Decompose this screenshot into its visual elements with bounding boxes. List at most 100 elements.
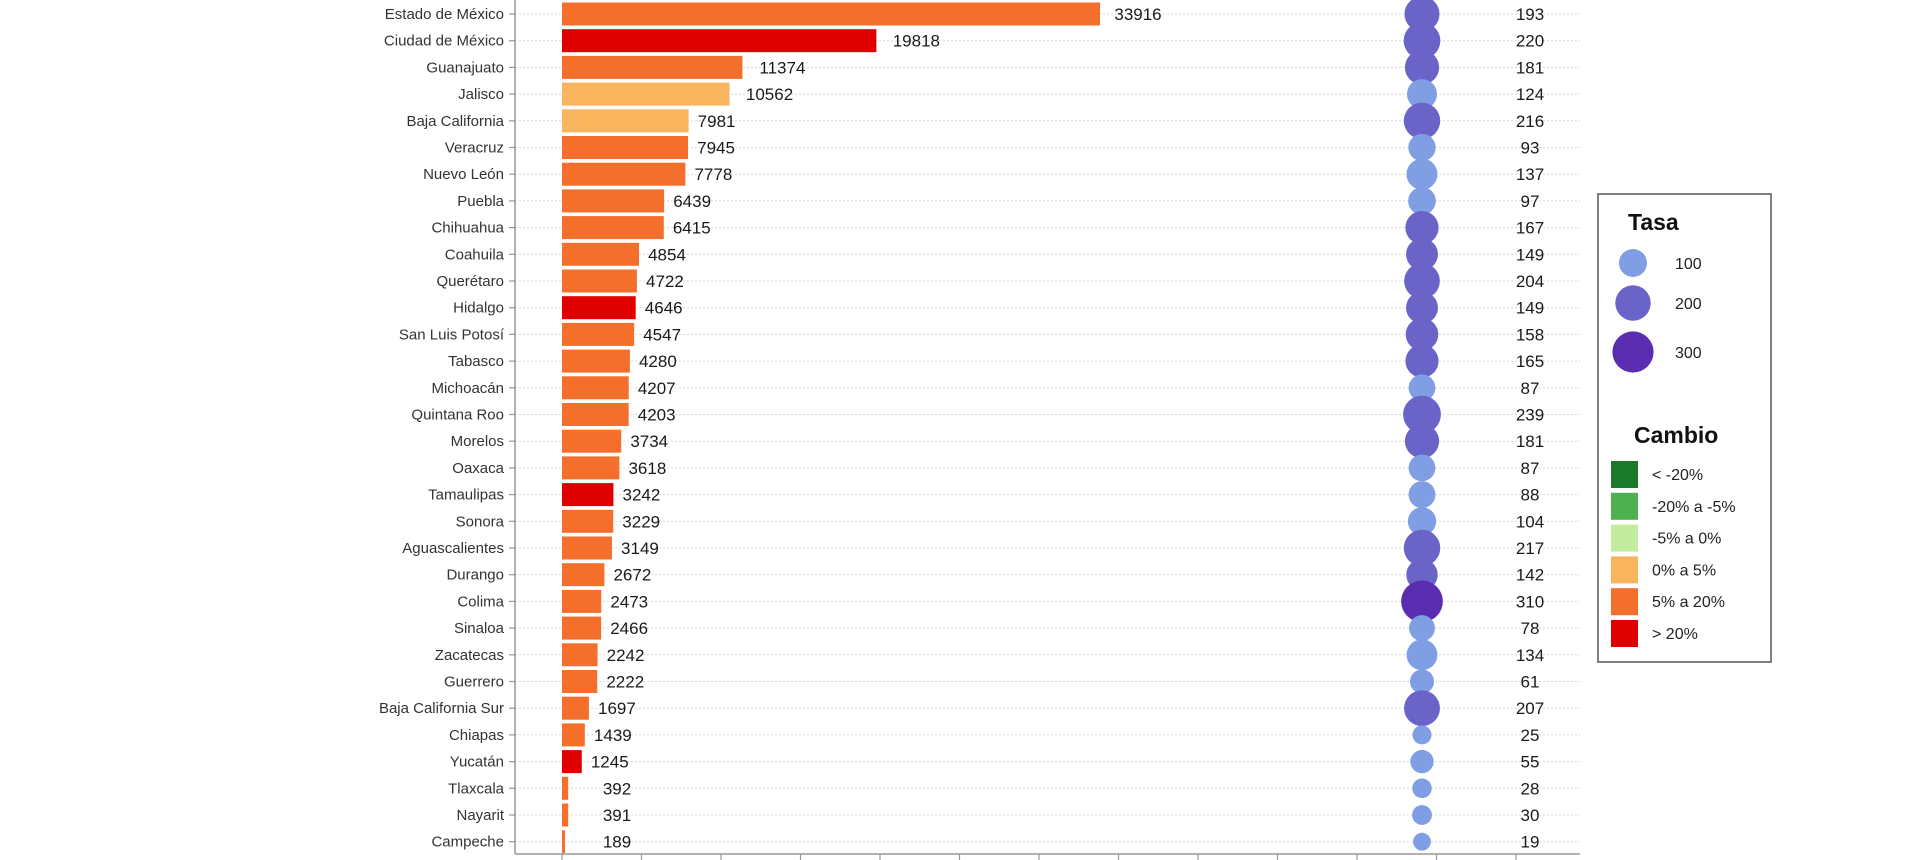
value-label: 2466 xyxy=(610,619,648,638)
tasa-label: 19 xyxy=(1521,833,1540,852)
state-label: Morelos xyxy=(451,433,504,450)
legend-tasa-swatch xyxy=(1612,331,1654,373)
bar xyxy=(562,322,635,346)
state-label: Oaxaca xyxy=(452,460,504,477)
tasa-label: 310 xyxy=(1516,592,1544,611)
state-label: Puebla xyxy=(457,193,504,210)
labels: Estado de México 33916 193 Ciudad de México… xyxy=(379,5,1544,852)
tasa-point xyxy=(1408,187,1436,215)
state-label: Michoacán xyxy=(431,380,504,397)
tasa-point xyxy=(1404,690,1440,727)
value-label: 6415 xyxy=(673,219,711,238)
state-label: Chiapas xyxy=(449,727,504,744)
tasa-label: 104 xyxy=(1516,512,1544,531)
state-label: Campeche xyxy=(431,834,504,851)
tasa-point xyxy=(1403,529,1441,567)
tasa-label: 158 xyxy=(1516,325,1544,344)
legend-cambio-label: -20% a -5% xyxy=(1652,499,1736,516)
value-label: 3149 xyxy=(621,539,659,558)
value-label: 4854 xyxy=(648,245,686,264)
tasa-point xyxy=(1403,102,1441,140)
tasa-point xyxy=(1403,395,1441,434)
bar xyxy=(562,643,598,667)
state-label: Guerrero xyxy=(444,674,504,691)
legend-cambio-label: -5% a 0% xyxy=(1652,531,1721,548)
bar xyxy=(562,509,614,533)
state-label: Aguascalientes xyxy=(402,540,504,557)
legend-cambio-label: 0% a 5% xyxy=(1652,562,1716,579)
tasa-label: 30 xyxy=(1521,806,1540,825)
state-label: Guanajuato xyxy=(426,59,504,76)
legend-cambio-swatch xyxy=(1611,524,1638,552)
tasa-label: 217 xyxy=(1516,539,1544,558)
tasa-point xyxy=(1403,22,1441,60)
tasa-label: 149 xyxy=(1516,299,1544,318)
tasa-point xyxy=(1404,424,1440,459)
tasa-point xyxy=(1413,832,1431,851)
bar xyxy=(562,136,689,159)
tasa-label: 181 xyxy=(1516,58,1544,77)
state-label: Baja California xyxy=(406,113,504,130)
legend-cambio-swatch xyxy=(1611,556,1638,584)
tasa-label: 78 xyxy=(1521,619,1540,638)
value-label: 3229 xyxy=(622,512,660,531)
tasa-label: 165 xyxy=(1516,352,1544,371)
bar xyxy=(562,536,612,560)
bar xyxy=(562,616,602,640)
value-label: 33916 xyxy=(1114,5,1161,24)
value-label: 11374 xyxy=(759,58,805,77)
tasa-point xyxy=(1406,79,1438,110)
bar xyxy=(562,456,620,480)
tasa-label: 88 xyxy=(1521,486,1540,505)
tasa-label: 220 xyxy=(1516,32,1544,51)
bar xyxy=(562,563,605,587)
legend-cambio-swatch xyxy=(1611,492,1638,520)
legend-tasa-items: 100 200 300 xyxy=(1612,249,1702,373)
tasa-point xyxy=(1401,580,1443,623)
state-label: Hidalgo xyxy=(453,300,504,317)
state-label: Nayarit xyxy=(456,807,504,824)
value-label: 2242 xyxy=(607,646,645,665)
state-label: Nuevo León xyxy=(423,166,504,183)
tasa-label: 207 xyxy=(1516,699,1544,718)
value-label: 4280 xyxy=(639,352,677,371)
value-label: 4203 xyxy=(638,406,676,425)
tasa-point xyxy=(1412,778,1432,799)
state-label: Quintana Roo xyxy=(411,407,504,424)
tasa-point xyxy=(1408,374,1436,402)
value-label: 7945 xyxy=(697,139,735,158)
tasa-label: 239 xyxy=(1516,406,1544,425)
state-label: Ciudad de México xyxy=(384,33,504,50)
tasa-point xyxy=(1412,805,1432,825)
bar xyxy=(562,589,602,613)
state-label: Estado de México xyxy=(385,6,504,23)
tasa-point xyxy=(1405,344,1439,378)
bar xyxy=(562,803,569,827)
value-label: 392 xyxy=(603,779,631,798)
tasa-point xyxy=(1405,318,1439,351)
value-label: 7778 xyxy=(694,165,732,184)
state-label: Tlaxcala xyxy=(448,780,505,797)
state-label: Chihuahua xyxy=(431,220,504,237)
bar xyxy=(562,109,689,133)
tasa-point xyxy=(1412,725,1432,745)
value-label: 3734 xyxy=(630,432,668,451)
bar xyxy=(562,216,664,240)
tasa-point xyxy=(1408,133,1436,162)
tasa-point xyxy=(1406,238,1438,271)
legend-tasa-label: 100 xyxy=(1675,256,1702,273)
bar xyxy=(562,189,665,213)
legend-cambio-label: 5% a 20% xyxy=(1652,594,1725,611)
legend-tasa-label: 300 xyxy=(1675,345,1702,362)
value-label: 1697 xyxy=(598,699,636,718)
state-label: Coahuila xyxy=(445,246,505,263)
tasa-point xyxy=(1410,749,1434,774)
tasa-label: 28 xyxy=(1521,779,1540,798)
value-label: 1439 xyxy=(594,726,632,745)
value-label: 6439 xyxy=(673,192,711,211)
state-label: Tamaulipas xyxy=(428,487,504,504)
legend-title-tasa: Tasa xyxy=(1628,209,1679,235)
tasa-point xyxy=(1406,291,1438,324)
state-label: Querétaro xyxy=(436,273,504,290)
legend-cambio-label: > 20% xyxy=(1652,626,1698,643)
